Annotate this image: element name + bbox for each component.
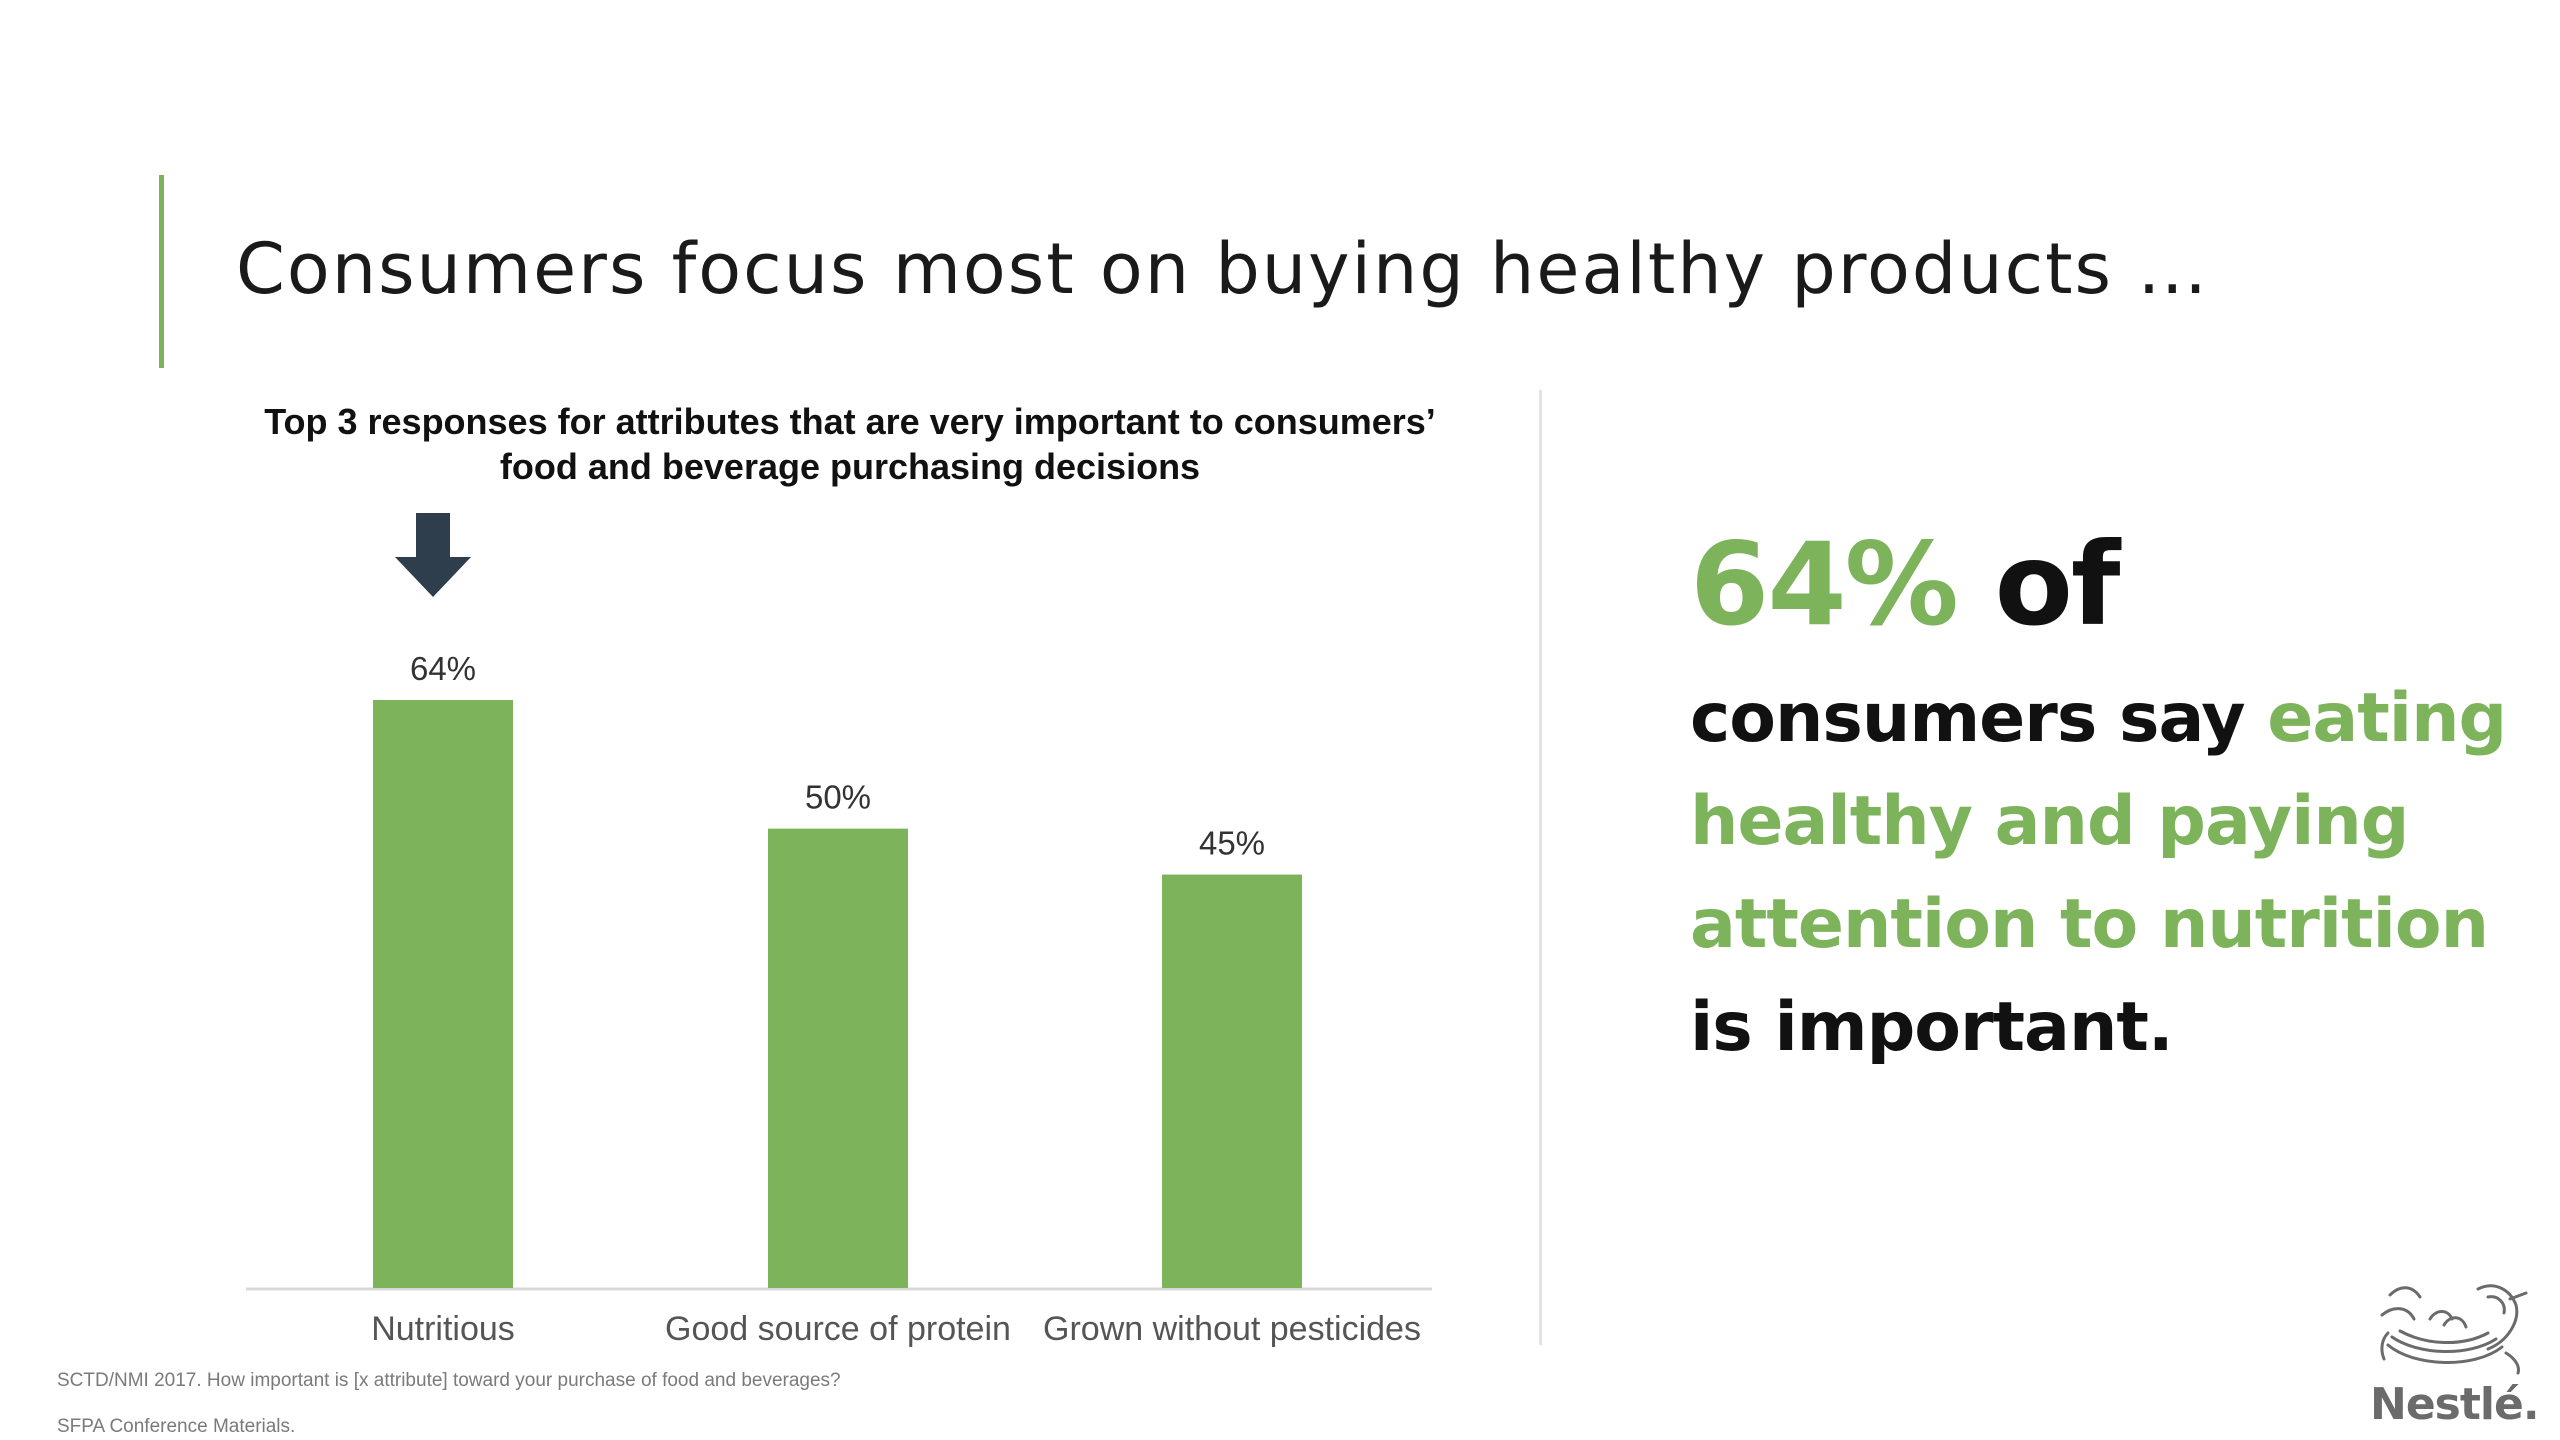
data-label: 45% [1199,825,1265,862]
source-materials: SFPA Conference Materials. [57,1416,296,1437]
vertical-divider [1539,390,1542,1345]
callout-line-3: attention to nutrition [1690,885,2489,964]
bar [373,700,513,1288]
chart-title: Top 3 responses for attributes that are … [180,399,1520,489]
callout-percent: 64% [1690,518,1959,651]
slide-title: Consumers focus most on buying healthy p… [236,228,2210,310]
logo-wordmark: Nestlé. [2370,1379,2540,1430]
title-accent-rule [159,175,164,368]
callout-headline: 64% of [1690,515,2510,655]
category-label: Grown without pesticides [1043,1310,1421,1348]
down-arrow-icon [395,513,471,597]
chart-title-line-2: food and beverage purchasing decisions [499,446,1201,487]
nest-birds-icon [2380,1284,2528,1375]
callout-line-1-green: eating [2267,679,2507,758]
nestle-logo: Nestlé. [2370,1275,2540,1430]
stat-callout: 64% of consumers say eating healthy and … [1690,515,2510,1079]
category-label: Nutritious [371,1310,515,1348]
bar [768,828,908,1288]
callout-of: of [1956,518,2121,651]
callout-line-4: is important. [1690,988,2174,1067]
data-label: 50% [805,779,871,816]
chart-title-line-1: Top 3 responses for attributes that are … [264,401,1436,442]
bar [1162,874,1302,1288]
callout-line-2: healthy and paying [1690,782,2409,861]
callout-line-1-dark: consumers say [1690,679,2268,758]
category-label: Good source of protein [665,1310,1011,1348]
callout-body: consumers say eating healthy and paying … [1690,667,2510,1079]
callout-line-1: consumers say eating [1690,667,2510,770]
bar-chart: 64% Nutritious 50% Good source of protein 45… [246,650,1432,1348]
data-label: 64% [410,650,476,687]
source-note: SCTD/NMI 2017. How important is [x attri… [57,1370,841,1391]
